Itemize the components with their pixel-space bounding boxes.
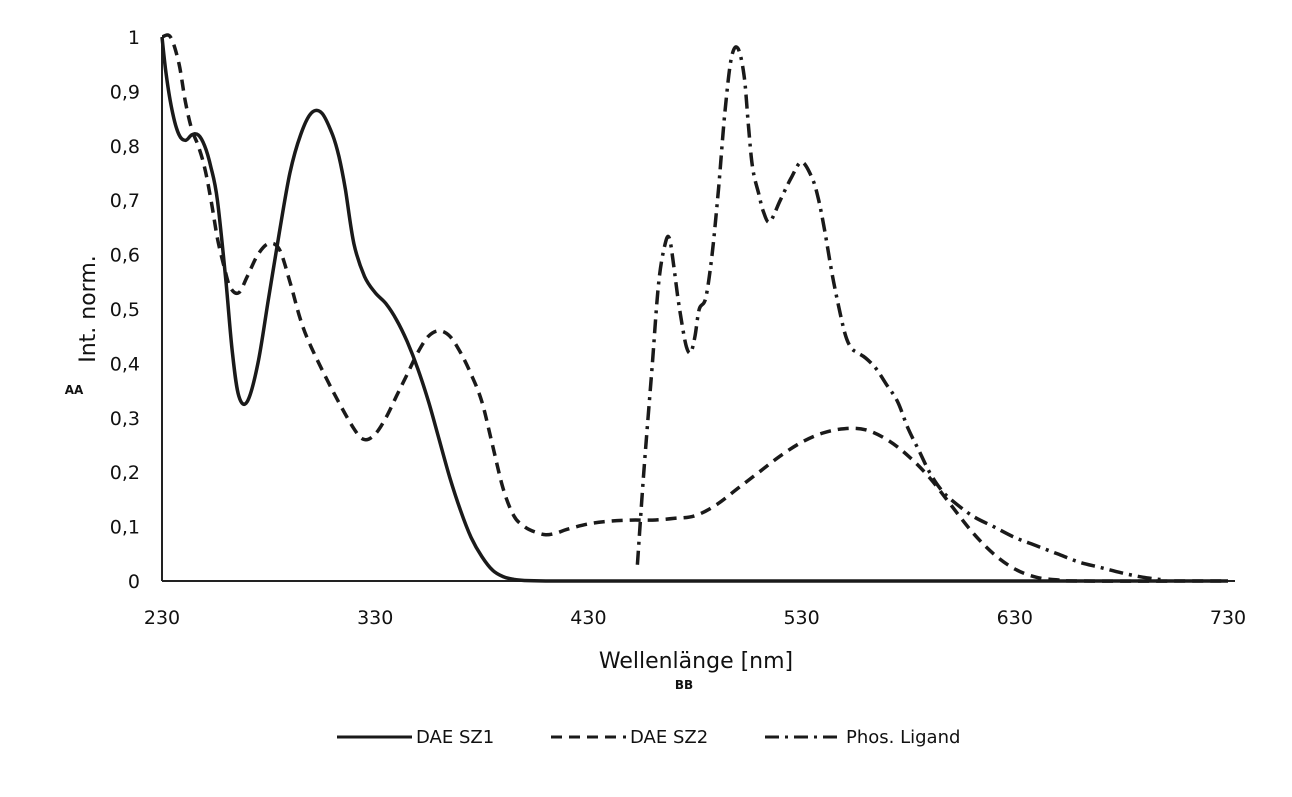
x-tick-label: 530 xyxy=(783,607,819,629)
y-tick-label: 1 xyxy=(128,27,140,49)
y-tick-label: 0,1 xyxy=(110,517,140,539)
y-tick-label: 0,6 xyxy=(110,245,140,267)
y-tick-label: 0 xyxy=(128,571,140,593)
y-tick-label: 0,3 xyxy=(110,408,140,430)
x-tick-labels: 230 330 430 530 630 730 xyxy=(144,607,1246,629)
x-tick-label: 430 xyxy=(570,607,606,629)
series-line-dae-sz1 xyxy=(160,36,1228,583)
x-tick-label: 230 xyxy=(144,607,180,629)
y-tick-label: 0,8 xyxy=(110,136,140,158)
y-tick-label: 0,5 xyxy=(110,299,140,321)
y-tick-label: 0,7 xyxy=(110,190,140,212)
y-tick-labels: 0 0,1 0,2 0,3 0,4 0,5 0,6 0,7 0,8 0,9 1 xyxy=(110,27,140,593)
y-axis-title: Int. norm. xyxy=(76,255,101,363)
series-line-dae-sz2 xyxy=(161,33,1229,583)
legend-label-dae-sz1: DAE SZ1 xyxy=(416,727,494,748)
x-axis-title: Wellenlänge [nm] xyxy=(599,649,793,674)
y-tick-label: 0,2 xyxy=(110,462,140,484)
x-axis-callout: BB xyxy=(675,678,693,692)
series-line-phos-ligand xyxy=(635,45,1165,582)
x-tick-label: 330 xyxy=(357,607,393,629)
legend-label-dae-sz2: DAE SZ2 xyxy=(630,727,708,748)
legend: DAE SZ1 DAE SZ2 Phos. Ligand xyxy=(337,727,960,748)
legend-label-phos-ligand: Phos. Ligand xyxy=(846,727,960,748)
y-axis-callout: AA xyxy=(65,383,84,397)
x-tick-label: 630 xyxy=(997,607,1033,629)
series-layer xyxy=(160,33,1229,583)
y-tick-label: 0,4 xyxy=(110,353,140,375)
y-tick-label: 0,9 xyxy=(110,81,140,103)
x-tick-label: 730 xyxy=(1210,607,1246,629)
